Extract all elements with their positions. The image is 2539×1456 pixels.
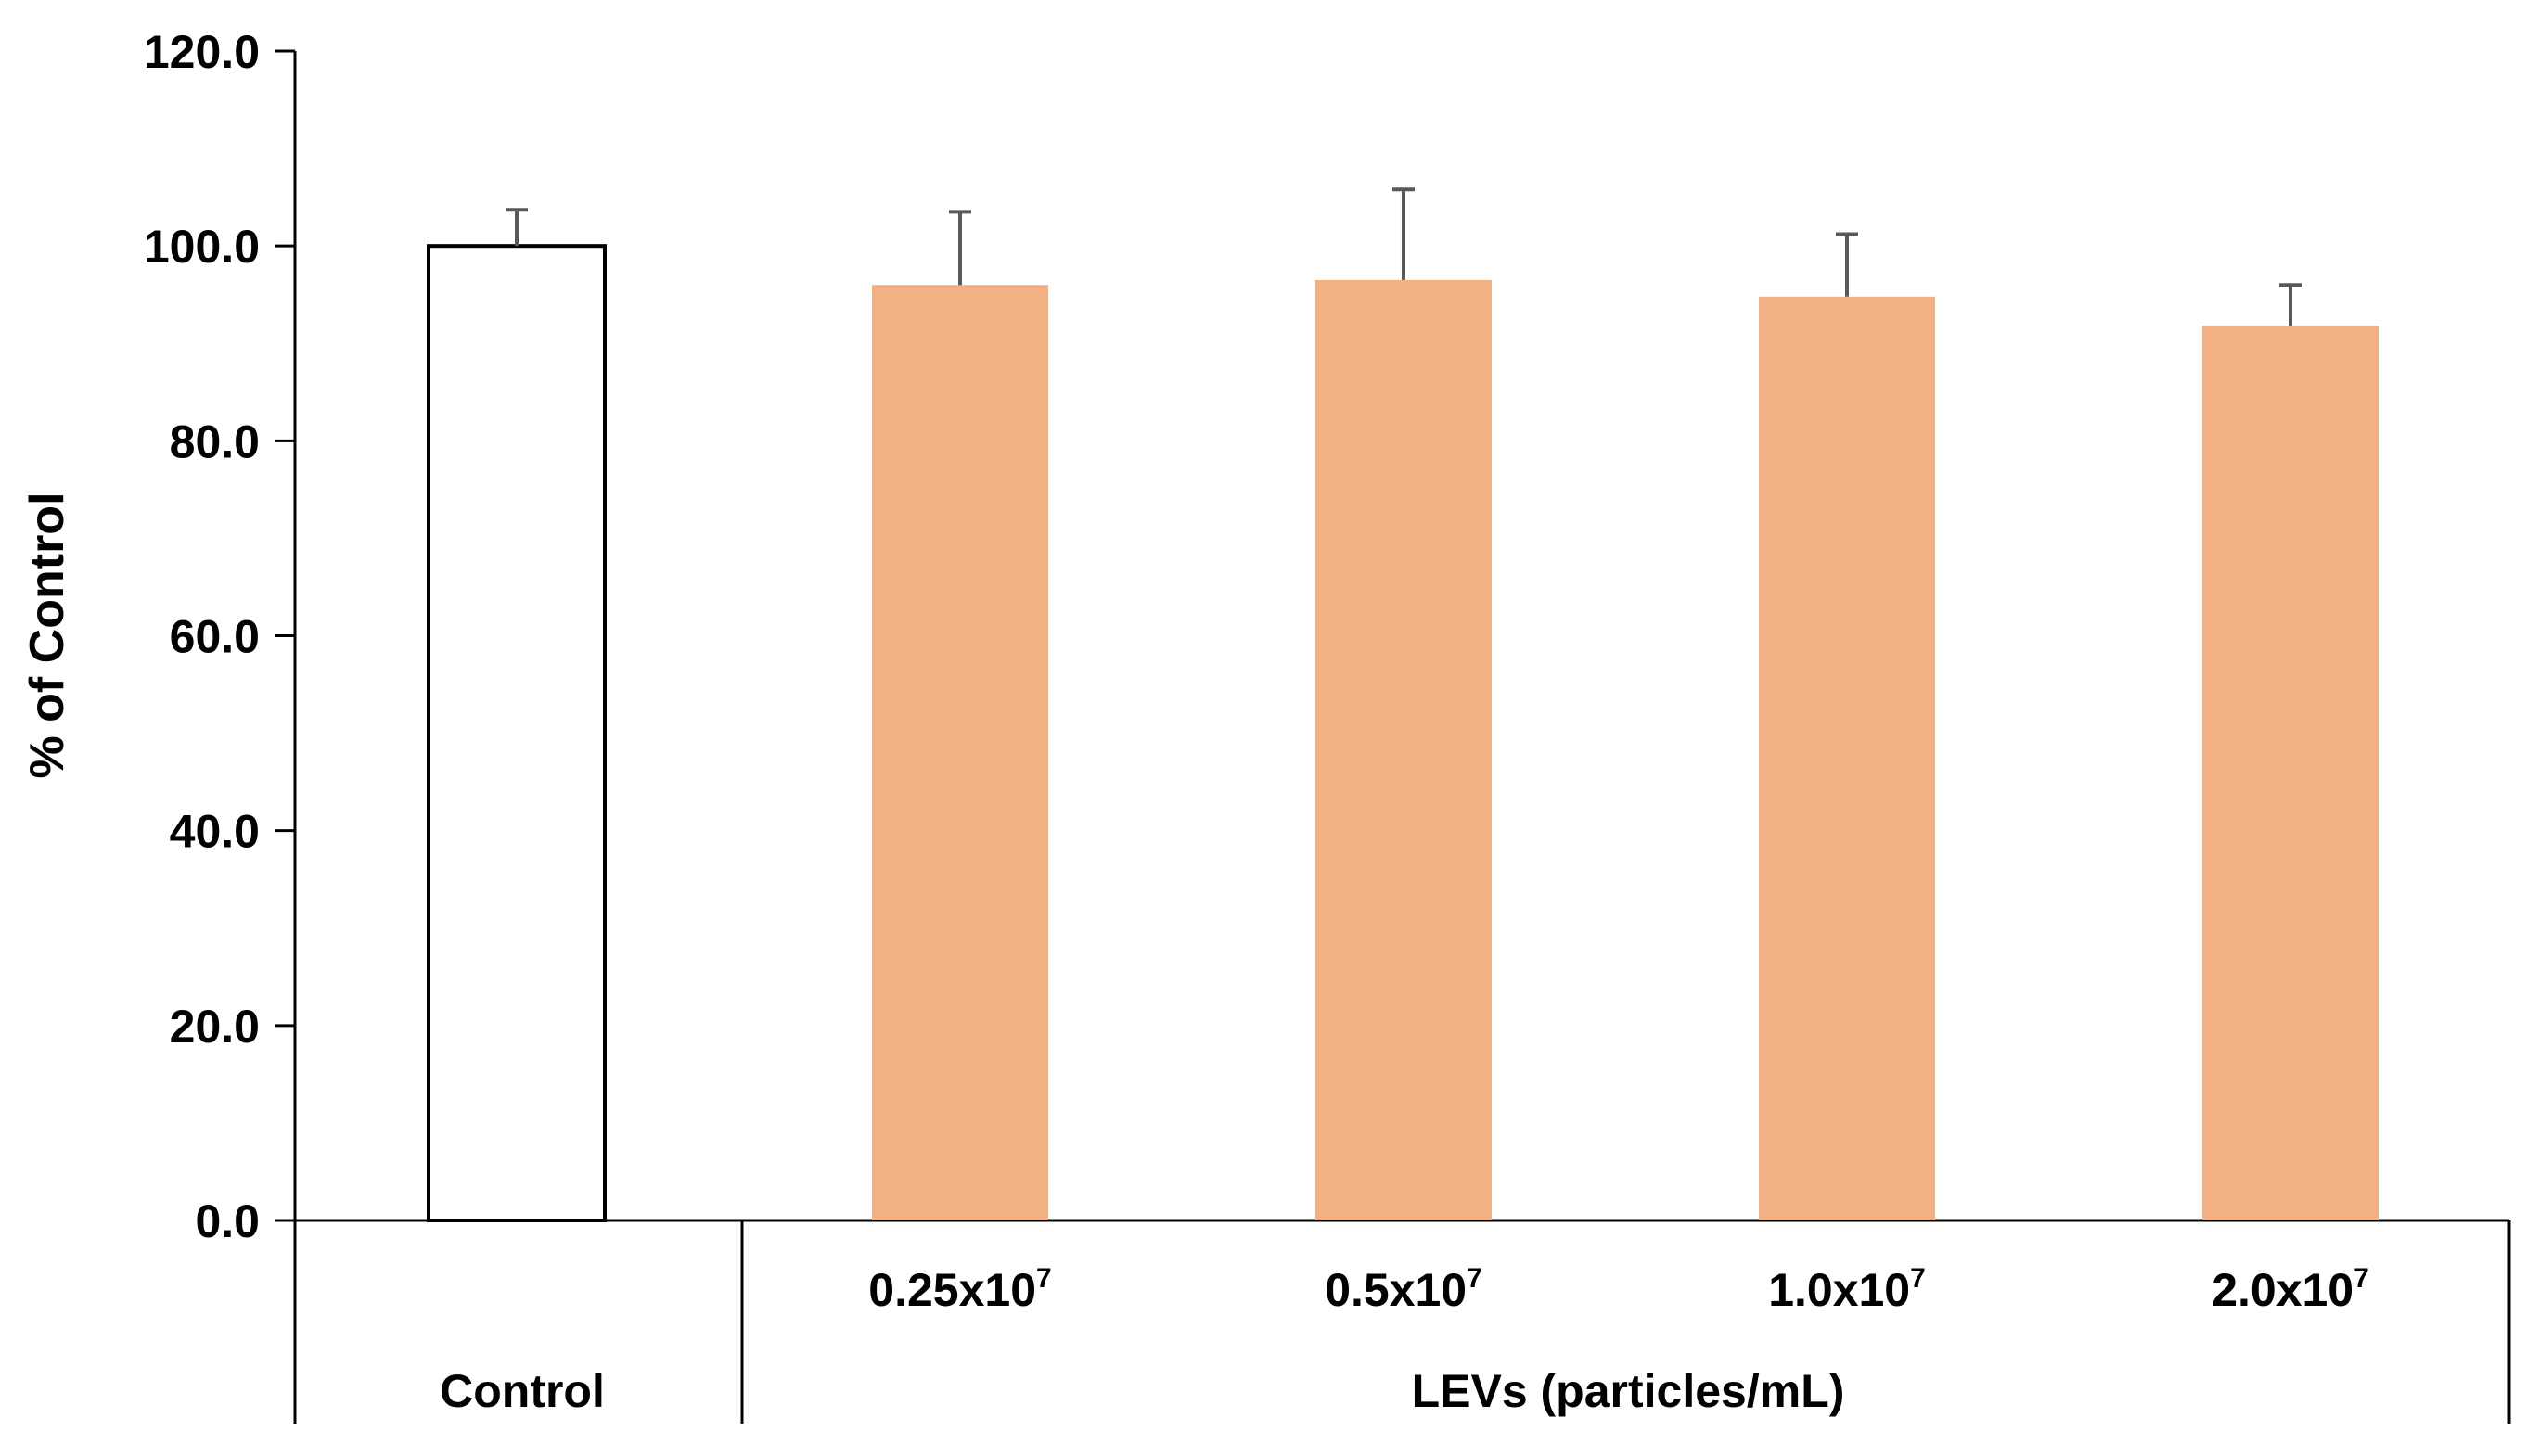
y-tick-label: 40.0: [170, 806, 260, 858]
bar: [872, 285, 1048, 1220]
bar: [427, 244, 607, 1223]
y-tick-label: 60.0: [170, 611, 260, 663]
bar: [2202, 326, 2379, 1221]
category-label: 0.25x107: [868, 1263, 1051, 1316]
y-tick-label: 100.0: [144, 221, 260, 273]
y-tick-label: 0.0: [195, 1195, 260, 1247]
bar: [1759, 296, 1935, 1220]
group-label-levs: LEVs (particles/mL): [1412, 1365, 1845, 1417]
group-label-control: Control: [440, 1365, 605, 1417]
plot-area: 0.0 20.0 40.0 60.0 80.0 100.0 120.0 0.25x107 0.5…: [144, 26, 2511, 1424]
y-tick-label: 80.0: [170, 415, 260, 467]
bar: [1315, 279, 1492, 1221]
category-label: 2.0x107: [2212, 1263, 2369, 1316]
category-label: 1.0x107: [1768, 1263, 1926, 1316]
y-tick-label: 120.0: [144, 26, 260, 78]
y-tick-label: 20.0: [170, 1001, 260, 1053]
y-axis-title: % of Control: [20, 492, 74, 778]
category-label: 0.5x107: [1325, 1263, 1482, 1316]
